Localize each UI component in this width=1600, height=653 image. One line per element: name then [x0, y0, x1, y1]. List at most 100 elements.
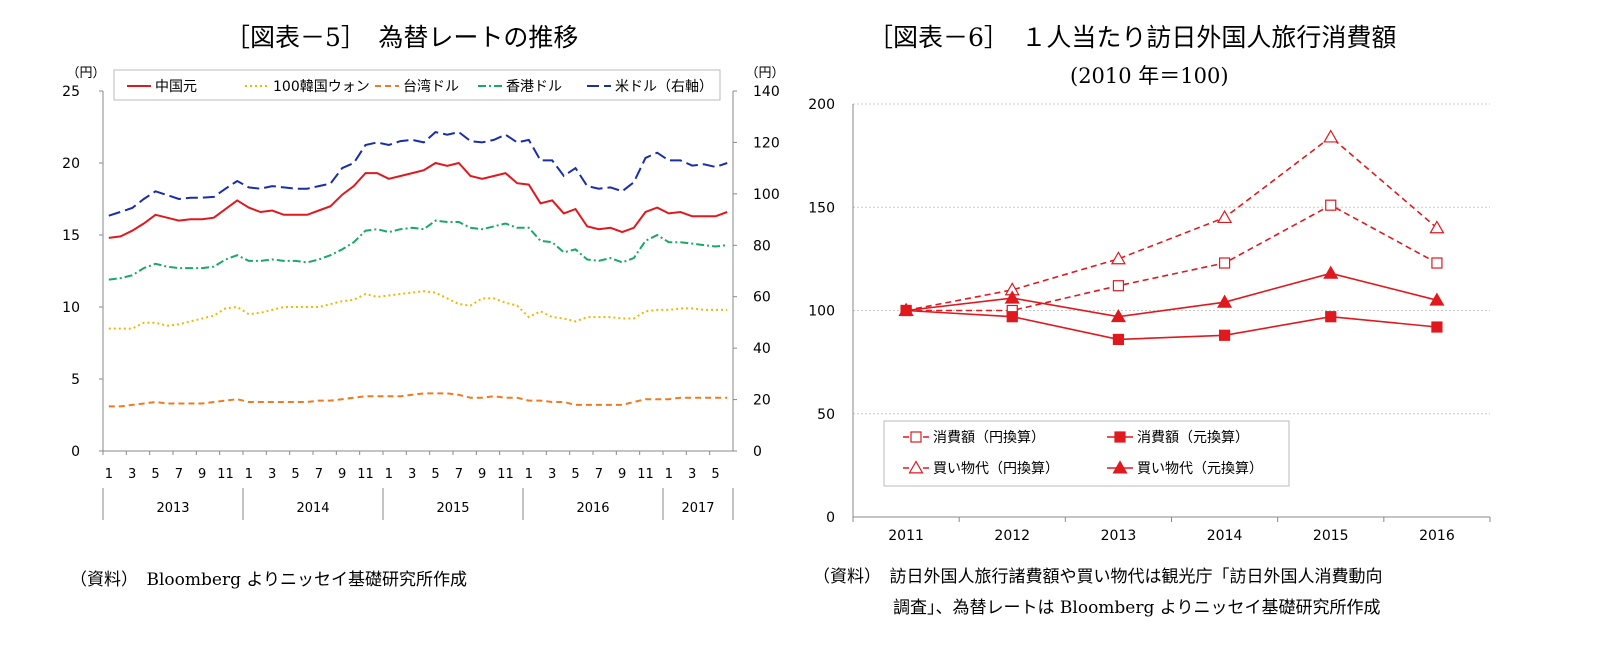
legend-label: 買い物代（元換算） [1137, 461, 1263, 477]
x-year-label: 2014 [296, 501, 329, 516]
y2-tick-label: 40 [753, 341, 771, 357]
y-tick-label: 0 [826, 510, 835, 526]
x-tick-label: 5 [431, 467, 439, 482]
x-tick-label: 3 [688, 467, 696, 482]
legend-label: 買い物代（円換算） [933, 461, 1059, 477]
legend-label: 中国元 [155, 79, 197, 95]
x-tick-label: 7 [175, 467, 183, 482]
data-point [910, 431, 922, 443]
x-tick-label: 11 [497, 467, 514, 482]
y-tick-label: 0 [71, 444, 80, 460]
data-point [1112, 333, 1125, 346]
y2-tick-label: 20 [753, 393, 771, 409]
data-point [1429, 292, 1445, 306]
series-line [905, 135, 1438, 312]
figure5-source: （資料） Bloomberg よりニッセイ基礎研究所作成 [70, 570, 468, 590]
data-point [1217, 294, 1233, 308]
figure6-source-line1: （資料） 訪日外国人旅行諸費額や買い物代は観光庁「訪日外国人消費動向 [813, 567, 1383, 587]
y2-tick-label: 120 [753, 135, 780, 151]
y-tick-label: 5 [71, 372, 80, 388]
x-year-label: 2016 [576, 501, 609, 516]
x-tick-label: 1 [105, 467, 113, 482]
data-point [1004, 290, 1020, 304]
y2-tick-label: 80 [753, 238, 771, 254]
x-tick-label: 5 [571, 467, 579, 482]
legend-box [113, 69, 721, 101]
x-tick-label: 3 [548, 467, 556, 482]
x-tick-label: 2012 [994, 528, 1030, 544]
figure5-title: ［図表－5］ 為替レートの推移 [225, 23, 579, 52]
figure5-chart: （円）（円）0510152025020406080100120140135791… [62, 66, 780, 520]
legend-box [883, 420, 1290, 487]
x-tick-label: 11 [637, 467, 654, 482]
data-point [1217, 209, 1233, 224]
x-tick-label: 2015 [1313, 528, 1349, 544]
y2-tick-label: 140 [753, 84, 780, 100]
x-tick-label: 2014 [1207, 528, 1243, 544]
x-tick-label: 7 [315, 467, 323, 482]
x-tick-label: 2013 [1101, 528, 1137, 544]
x-tick-label: 1 [385, 467, 393, 482]
data-point [1431, 321, 1443, 333]
y-tick-label: 10 [62, 300, 80, 316]
series-line [906, 309, 1437, 341]
data-point [1110, 251, 1126, 265]
y-tick-label: 150 [808, 200, 835, 216]
x-tick-label: 9 [338, 467, 346, 482]
series-line [108, 392, 728, 408]
data-point [898, 302, 914, 316]
series-line [906, 204, 1438, 312]
data-point [1325, 311, 1337, 323]
x-tick-label: 9 [198, 467, 206, 482]
data-point [1429, 220, 1445, 234]
x-tick-label: 5 [711, 467, 719, 482]
data-point [1431, 257, 1443, 269]
data-point [1114, 431, 1126, 443]
y-tick-label: 100 [808, 304, 835, 320]
x-tick-label: 5 [151, 467, 159, 482]
data-point [1112, 280, 1125, 292]
data-point [908, 460, 924, 474]
legend-label: 米ドル（右軸） [615, 79, 713, 95]
y-tick-label: 20 [62, 156, 80, 172]
y2-tick-label: 60 [753, 290, 771, 306]
y2-tick-label: 100 [753, 187, 780, 203]
figure6-source-line2: 調査」、為替レートは Bloomberg よりニッセイ基礎研究所作成 [893, 598, 1381, 618]
y-tick-label: 15 [62, 228, 80, 244]
x-tick-label: 7 [455, 467, 463, 482]
right-axis-unit: （円） [745, 66, 780, 81]
left-axis-unit: （円） [66, 66, 105, 81]
x-tick-label: 5 [291, 467, 299, 482]
data-point [1112, 460, 1128, 474]
y2-tick-label: 0 [753, 444, 762, 460]
x-tick-label: 2011 [888, 528, 924, 544]
figure6-chart: 0 50 100 150 200 2011 2012 2013 2014 2015 2016 消費額（… [808, 97, 1491, 544]
series-line [108, 131, 728, 217]
x-year-label: 2013 [156, 501, 189, 516]
x-year-label: 2017 [681, 501, 714, 516]
y-tick-label: 50 [817, 407, 835, 423]
legend-label: 香港ドル [506, 79, 562, 95]
x-tick-label: 11 [357, 467, 374, 482]
series-line [108, 290, 728, 330]
data-point [1325, 199, 1337, 211]
y-tick-label: 25 [62, 84, 80, 100]
legend-label: 消費額（円換算） [933, 430, 1045, 446]
x-tick-label: 1 [245, 467, 253, 482]
series-line [906, 272, 1438, 318]
x-tick-label: 9 [478, 467, 486, 482]
x-tick-label: 3 [268, 467, 276, 482]
series-line [108, 161, 728, 239]
data-point [1110, 308, 1126, 323]
x-tick-label: 3 [408, 467, 416, 482]
x-tick-label: 9 [618, 467, 626, 482]
series-line [108, 219, 728, 281]
figure6-title: ［図表－6］ １人当たり訪日外国人旅行消費額 [868, 23, 1397, 52]
figure6-subtitle: (2010 年＝100) [1070, 64, 1229, 88]
x-tick-label: 2016 [1419, 528, 1455, 544]
x-tick-label: 3 [128, 467, 136, 482]
x-tick-label: 1 [525, 467, 533, 482]
x-year-label: 2015 [436, 501, 469, 516]
x-tick-label: 1 [665, 467, 673, 482]
legend-label: 台湾ドル [403, 78, 459, 95]
